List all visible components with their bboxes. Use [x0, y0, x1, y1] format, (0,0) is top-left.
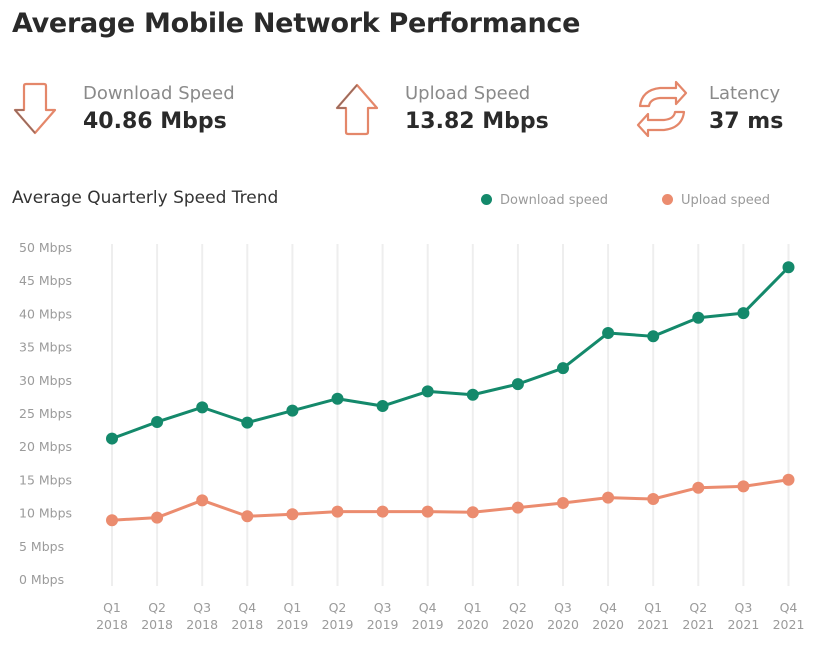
legend-download-label: Download speed	[500, 193, 609, 208]
x-tick-quarter: Q4	[780, 600, 798, 615]
x-tick-quarter: Q1	[103, 600, 121, 615]
refresh-icon	[636, 80, 688, 138]
y-tick-label: 15 Mbps	[19, 472, 72, 487]
download-point	[106, 432, 118, 445]
upload-point	[241, 510, 254, 523]
legend-upload-label: Upload speed	[681, 193, 770, 208]
x-tick-year: 2021	[727, 617, 759, 632]
y-tick-label: 40 Mbps	[19, 306, 72, 321]
y-tick-label: 5 Mbps	[19, 539, 64, 554]
upload-point	[151, 511, 164, 524]
y-tick-label: 25 Mbps	[19, 406, 72, 421]
upload-point	[647, 492, 660, 505]
download-point	[602, 326, 615, 339]
download-point	[466, 388, 479, 401]
line-chart: 0 Mbps 5 Mbps 10 Mbps 15 Mbps 20 Mbps 25 Mbps…	[19, 240, 805, 632]
upload-point	[421, 505, 434, 518]
x-tick-quarter: Q3	[193, 600, 211, 615]
x-tick-year: 2019	[412, 617, 444, 632]
y-tick-label: 0 Mbps	[19, 572, 64, 587]
x-tick-year: 2018	[141, 617, 173, 632]
download-point	[647, 330, 660, 343]
x-tick-quarter: Q4	[599, 600, 617, 615]
download-point	[737, 307, 750, 320]
download-point	[331, 392, 344, 405]
kpi-latency-value: 37 ms	[709, 109, 784, 134]
x-tick-quarter: Q2	[509, 600, 527, 615]
upload-point	[196, 494, 209, 507]
y-tick-label: 20 Mbps	[19, 439, 72, 454]
download-point	[421, 385, 434, 398]
x-tick-year: 2018	[186, 617, 218, 632]
x-tick-quarter: Q2	[329, 600, 347, 615]
page-title: Average Mobile Network Performance	[12, 8, 581, 39]
upload-point	[557, 496, 569, 509]
upload-point	[692, 481, 705, 494]
upload-point	[602, 491, 615, 504]
upload-point	[331, 505, 344, 518]
x-tick-year: 2020	[592, 617, 624, 632]
x-tick-year: 2020	[457, 617, 489, 632]
kpi-latency: Latency 37 ms	[634, 80, 814, 140]
upload-line	[111, 478, 789, 522]
y-tick-label: 45 Mbps	[19, 273, 72, 288]
kpi-upload-value: 13.82 Mbps	[405, 109, 549, 134]
download-point	[241, 416, 254, 429]
x-tick-quarter: Q3	[554, 600, 572, 615]
y-tick-label: 35 Mbps	[19, 340, 72, 355]
upload-point	[511, 501, 524, 514]
kpi-upload-label: Upload Speed	[405, 83, 531, 104]
upload-point	[376, 505, 389, 518]
x-tick-quarter: Q1	[464, 600, 482, 615]
y-tick-label: 30 Mbps	[19, 373, 72, 388]
x-tick-quarter: Q3	[374, 600, 392, 615]
kpi-download-label: Download Speed	[83, 83, 235, 104]
legend-upload: Upload speed	[662, 193, 770, 208]
kpi-upload: Upload Speed 13.82 Mbps	[332, 80, 592, 140]
x-tick-year: 2021	[682, 617, 714, 632]
download-point	[557, 362, 569, 375]
download-point	[782, 261, 795, 274]
download-point	[286, 404, 299, 417]
x-tick-year: 2019	[367, 617, 399, 632]
upload-point	[737, 480, 750, 493]
download-point	[511, 378, 524, 391]
download-point	[196, 401, 209, 414]
kpi-download: Download Speed 40.86 Mbps	[10, 80, 270, 140]
x-tick-year: 2019	[322, 617, 354, 632]
chart-title: Average Quarterly Speed Trend	[12, 188, 279, 208]
x-tick-quarter: Q1	[284, 600, 302, 615]
upload-point	[106, 514, 118, 527]
download-point	[151, 415, 164, 428]
legend-download: Download speed	[481, 193, 608, 208]
x-tick-year: 2018	[231, 617, 263, 632]
kpi-download-value: 40.86 Mbps	[83, 109, 227, 134]
download-line	[111, 266, 790, 440]
x-tick-year: 2021	[773, 617, 805, 632]
x-tick-quarter: Q4	[238, 600, 256, 615]
y-tick-label: 10 Mbps	[19, 506, 72, 521]
x-tick-quarter: Q3	[735, 600, 753, 615]
x-tick-quarter: Q4	[419, 600, 437, 615]
x-tick-year: 2021	[637, 617, 669, 632]
x-tick-year: 2020	[502, 617, 534, 632]
legend-download-dot	[481, 194, 492, 205]
x-tick-year: 2020	[547, 617, 579, 632]
x-tick-quarter: Q2	[689, 600, 707, 615]
x-tick-year: 2019	[276, 617, 308, 632]
x-tick-year: 2018	[96, 617, 128, 632]
upload-point	[466, 506, 479, 519]
legend-upload-dot	[662, 194, 673, 205]
arrow-up-icon	[335, 83, 379, 136]
download-point	[376, 400, 389, 413]
arrow-down-icon	[13, 82, 57, 135]
x-tick-quarter: Q2	[148, 600, 166, 615]
x-tick-quarter: Q1	[644, 600, 662, 615]
upload-point	[782, 473, 795, 486]
upload-point	[286, 508, 299, 521]
y-tick-label: 50 Mbps	[19, 240, 72, 255]
download-point	[692, 311, 705, 324]
kpi-latency-label: Latency	[709, 83, 781, 104]
